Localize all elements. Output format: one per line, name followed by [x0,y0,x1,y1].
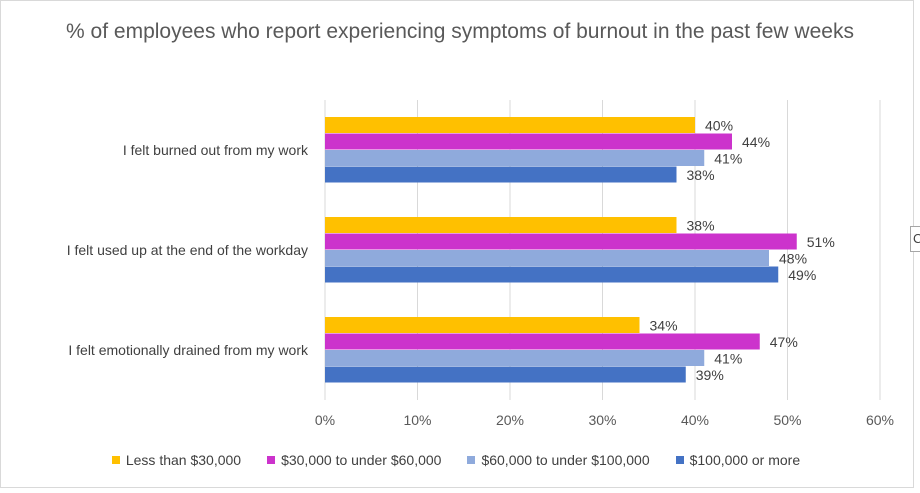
bar [325,250,769,266]
legend-item: Less than $30,000 [111,452,242,468]
bar [325,133,732,150]
clipped-edge-element: C [910,226,920,252]
category-label: I felt used up at the end of the workday [67,242,308,258]
legend-swatch [675,456,684,464]
legend-item: $30,000 to under $60,000 [267,452,441,468]
x-tick-label: 40% [681,412,709,428]
chart-legend: Less than $30,000 $30,000 to under $60,00… [0,452,912,468]
x-tick-label: 60% [866,412,894,428]
legend-swatch [267,456,276,464]
data-label: 41% [714,150,742,166]
data-label: 49% [788,267,816,283]
bar [325,266,779,283]
bar [325,333,760,350]
bar [325,217,677,233]
x-tick-label: 0% [315,412,335,428]
data-label: 41% [714,350,742,366]
bar [325,233,797,250]
bar [325,366,686,383]
data-label: 39% [696,367,724,383]
legend-swatch [111,456,120,464]
data-label: 44% [742,134,770,150]
x-tick-label: 20% [496,412,524,428]
legend-label: $60,000 to under $100,000 [481,452,650,468]
legend-label: Less than $30,000 [125,452,242,468]
x-tick-label: 50% [773,412,801,428]
legend-item: $60,000 to under $100,000 [467,452,650,468]
bar [325,117,695,133]
data-label: 47% [770,334,798,350]
data-label: 38% [687,217,715,233]
category-label: I felt burned out from my work [123,142,309,158]
data-label: 34% [650,317,678,333]
data-label: 38% [687,167,715,183]
x-tick-label: 30% [588,412,616,428]
bar [325,150,705,166]
data-label: 48% [779,250,807,266]
bar [325,166,677,183]
data-label: 51% [807,234,835,250]
chart-title: % of employees who report experiencing s… [66,20,854,43]
legend-item: $100,000 or more [675,452,801,468]
legend-label: $30,000 to under $60,000 [281,452,442,468]
category-label: I felt emotionally drained from my work [68,342,309,358]
data-label: 40% [705,117,733,133]
legend-swatch [467,456,476,464]
x-tick-label: 10% [403,412,431,428]
clipped-edge-text: C [913,231,920,246]
bar [325,350,705,366]
legend-label: $100,000 or more [689,452,801,468]
bar [325,317,640,333]
